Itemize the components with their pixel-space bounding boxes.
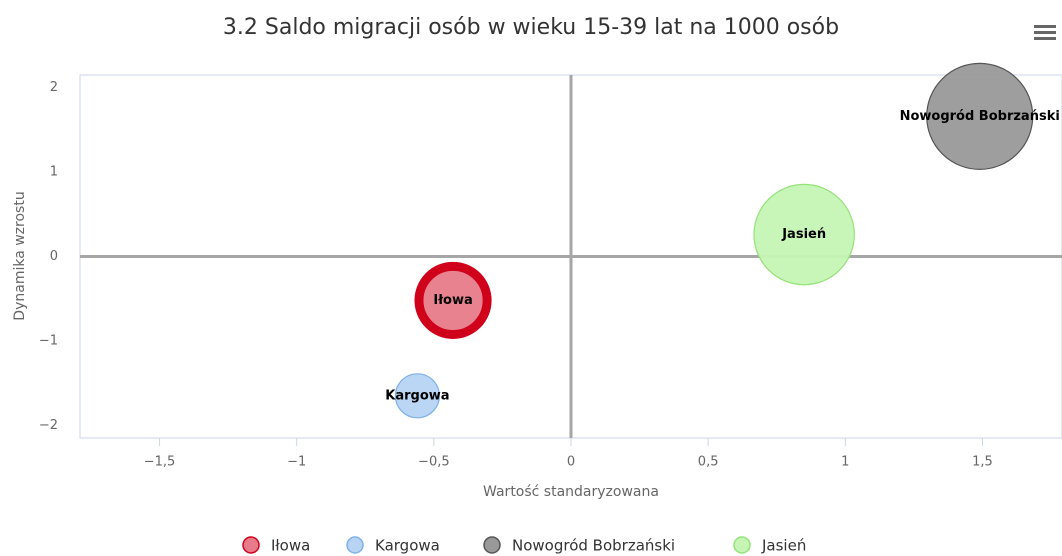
x-tick-label: −1,5 xyxy=(144,455,176,470)
bubble[interactable] xyxy=(394,373,440,419)
x-tick-label: −1 xyxy=(287,455,306,470)
bubble[interactable] xyxy=(926,62,1034,170)
legend-symbol xyxy=(346,536,364,554)
x-tick-label: 0,5 xyxy=(698,455,719,470)
y-tick-label: 1 xyxy=(50,165,58,180)
legend-item[interactable]: Kargowa xyxy=(346,536,440,555)
chart-title: 3.2 Saldo migracji osób w wieku 15-39 la… xyxy=(223,15,839,40)
legend-label: Jasień xyxy=(761,537,806,555)
bubble[interactable] xyxy=(414,261,492,339)
data-label: Jasień xyxy=(781,227,826,242)
legend-symbol xyxy=(733,536,751,554)
legend-label: Kargowa xyxy=(375,537,440,555)
x-tick-label: 1 xyxy=(841,455,849,470)
x-tick-label: 1,5 xyxy=(972,455,993,470)
y-tick-label: 2 xyxy=(50,80,58,95)
legend-symbol xyxy=(483,536,501,554)
menu-bar xyxy=(1034,25,1056,28)
legend-item[interactable]: Iłowa xyxy=(242,536,310,555)
legend-symbol xyxy=(242,536,260,554)
y-axis-title: Dynamika wzrostu xyxy=(12,191,28,320)
y-tick-label: −1 xyxy=(39,333,58,348)
legend-label: Iłowa xyxy=(271,537,310,555)
legend-item[interactable]: Nowogród Bobrzański xyxy=(483,536,675,555)
x-tick-label: 0 xyxy=(567,455,575,470)
x-axis-title: Wartość standaryzowana xyxy=(483,484,659,500)
bubble[interactable] xyxy=(753,183,855,286)
menu-button[interactable] xyxy=(1034,25,1056,40)
y-tick-label: 0 xyxy=(50,249,58,264)
x-tick-label: −0,5 xyxy=(418,455,450,470)
data-label: Kargowa xyxy=(385,388,449,403)
data-label: Nowogród Bobrzański xyxy=(900,109,1060,124)
legend-item[interactable]: Jasień xyxy=(733,536,806,555)
menu-bar xyxy=(1034,31,1056,34)
menu-bar xyxy=(1034,37,1056,40)
data-label: Iłowa xyxy=(433,293,472,308)
legend-label: Nowogród Bobrzański xyxy=(512,537,675,555)
y-tick-label: −2 xyxy=(39,418,58,433)
